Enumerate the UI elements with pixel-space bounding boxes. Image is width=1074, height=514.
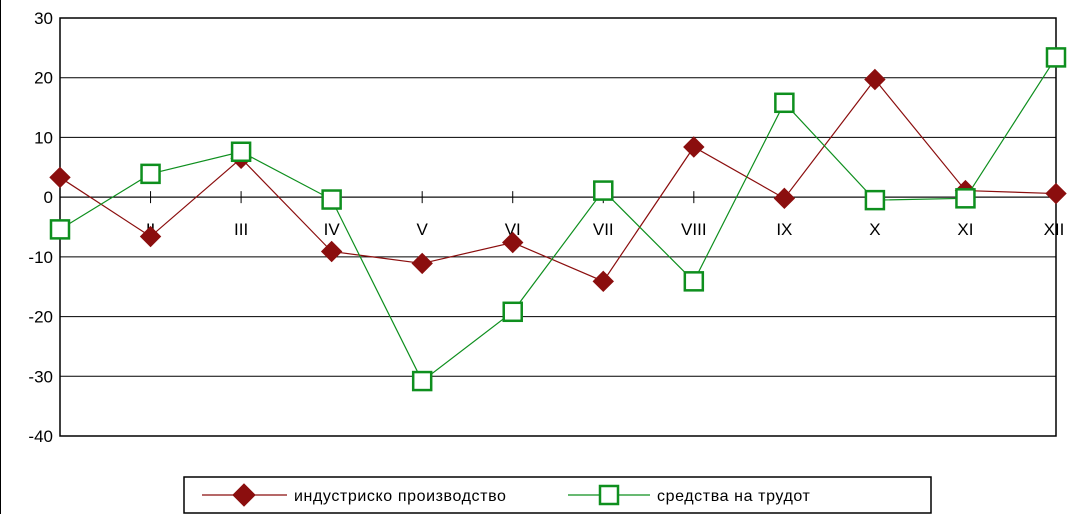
y-tick-label: 30 [34, 9, 53, 28]
data-point-square [1045, 47, 1067, 68]
x-tick-label: III [234, 220, 248, 239]
data-point-square [411, 370, 433, 392]
data-point-square [864, 189, 886, 211]
legend-label-industrial-production: индустриско производство [294, 488, 507, 505]
x-tick-label: VII [593, 220, 614, 239]
data-point-square [230, 141, 252, 163]
data-point-square [955, 188, 976, 209]
y-tick-label: -30 [28, 367, 53, 386]
y-tick-label: 20 [34, 69, 53, 88]
data-point-diamond [411, 252, 433, 275]
data-point-diamond [864, 68, 886, 91]
legend-box [183, 476, 932, 514]
x-tick-label: IX [776, 220, 792, 239]
data-point-square [774, 92, 795, 114]
legend-marker-means-of-labour [598, 484, 620, 506]
y-tick-label: -20 [28, 308, 53, 327]
x-tick-label: IV [324, 220, 341, 239]
data-point-diamond [502, 231, 524, 254]
y-tick-label: -40 [28, 427, 53, 446]
series-0 [49, 68, 1067, 293]
y-axis-tick-labels: 30 20 10 0 -10 -20 -30 -40 [28, 9, 53, 446]
data-point-diamond [773, 187, 796, 210]
data-point-square [502, 301, 523, 323]
legend: индустриско производство средства на тру… [183, 476, 932, 514]
legend-marker-industrial-production [232, 483, 256, 507]
series-line-1 [59, 57, 1057, 382]
legend-label-means-of-labour: средства на трудот [657, 488, 811, 505]
y-tick-label: 10 [34, 128, 53, 147]
data-point-square [49, 219, 71, 240]
data-point-diamond [1045, 182, 1067, 205]
x-tick-label: VI [505, 220, 521, 239]
data-point-diamond [320, 240, 343, 263]
x-tick-label: X [869, 220, 880, 239]
data-point-diamond [139, 225, 162, 248]
data-point-square [321, 189, 342, 210]
data-point-diamond [49, 166, 71, 189]
y-tick-label: 0 [44, 188, 53, 207]
x-tick-label: VIII [681, 220, 707, 239]
x-tick-label: XII [1044, 220, 1065, 239]
data-point-square [683, 271, 705, 292]
series-1 [49, 47, 1067, 392]
x-tick-label: XI [957, 220, 973, 239]
data-point-square [593, 180, 614, 201]
data-point-diamond [683, 136, 705, 158]
series-line-0 [59, 78, 1057, 283]
series-layer [49, 47, 1067, 392]
data-point-square [140, 163, 161, 185]
y-tick-label: -10 [28, 248, 53, 267]
data-point-diamond [592, 270, 614, 293]
x-tick-label: V [417, 220, 429, 239]
